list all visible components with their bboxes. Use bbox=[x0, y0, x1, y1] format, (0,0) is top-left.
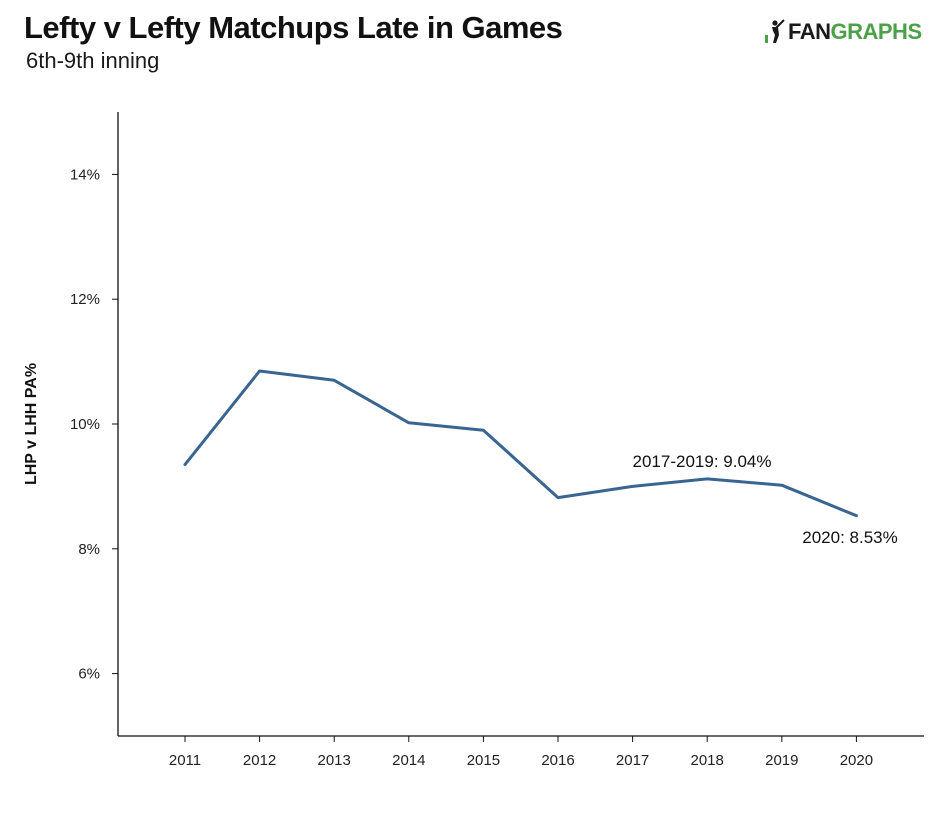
x-tick-label: 2011 bbox=[169, 752, 201, 769]
logo-text-fan: FAN bbox=[788, 19, 831, 44]
fangraphs-logo: FAN GRAPHS bbox=[764, 18, 922, 46]
batter-icon bbox=[765, 19, 785, 43]
series-line bbox=[183, 369, 858, 518]
chart-title: Lefty v Lefty Matchups Late in Games bbox=[24, 10, 563, 45]
y-tick-label: 12% bbox=[70, 291, 100, 308]
y-tick-label: 8% bbox=[78, 541, 100, 558]
x-tick-label: 2012 bbox=[243, 752, 276, 769]
x-tick-label: 2016 bbox=[541, 752, 574, 769]
y-tick-label: 14% bbox=[70, 166, 100, 183]
annotation-label: 2020: 8.53% bbox=[802, 528, 897, 547]
y-tick-label: 6% bbox=[78, 666, 100, 683]
x-tick-label: 2017 bbox=[616, 752, 649, 769]
logo-text-graphs: GRAPHS bbox=[830, 19, 923, 44]
x-tick-label: 2018 bbox=[691, 752, 724, 769]
x-tick-label: 2015 bbox=[467, 752, 500, 769]
annotation-label: 2017-2019: 9.04% bbox=[633, 452, 772, 471]
x-tick-label: 2014 bbox=[392, 752, 425, 769]
x-tick-label: 2019 bbox=[765, 752, 798, 769]
x-tick-label: 2020 bbox=[840, 752, 873, 769]
y-tick-label: 10% bbox=[70, 416, 100, 433]
chart-subtitle: 6th-9th inning bbox=[26, 48, 160, 73]
x-tick-label: 2013 bbox=[318, 752, 351, 769]
